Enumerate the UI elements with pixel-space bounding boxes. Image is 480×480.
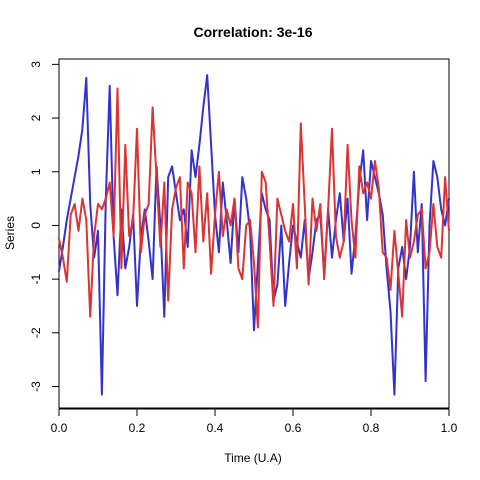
y-tick-label: -1 (29, 273, 43, 284)
x-tick-label: 0.0 (51, 421, 68, 435)
y-tick-label: 2 (29, 114, 43, 121)
series-group (58, 74, 450, 396)
y-tick-label: -2 (29, 327, 43, 338)
x-axis: 0.0 0.2 0.4 0.6 0.8 1.0 (51, 408, 458, 435)
y-axis: -3 -2 -1 0 1 2 3 (29, 61, 60, 392)
series-line-1 (58, 74, 450, 396)
x-tick-label: 0.6 (285, 421, 302, 435)
y-tick-label: -3 (29, 381, 43, 392)
x-tick-label: 0.2 (129, 421, 146, 435)
y-tick-label: 0 (29, 222, 43, 229)
x-tick-label: 1.0 (441, 421, 458, 435)
x-axis-label: Time (U.A) (224, 451, 282, 465)
x-tick-label: 0.8 (363, 421, 380, 435)
y-axis-label: Series (3, 216, 17, 250)
y-tick-label: 1 (29, 168, 43, 175)
chart-title: Correlation: 3e-16 (193, 24, 312, 40)
x-tick-label: 0.4 (207, 421, 224, 435)
y-tick-label: 3 (29, 61, 43, 68)
series-line-2 (58, 87, 450, 329)
